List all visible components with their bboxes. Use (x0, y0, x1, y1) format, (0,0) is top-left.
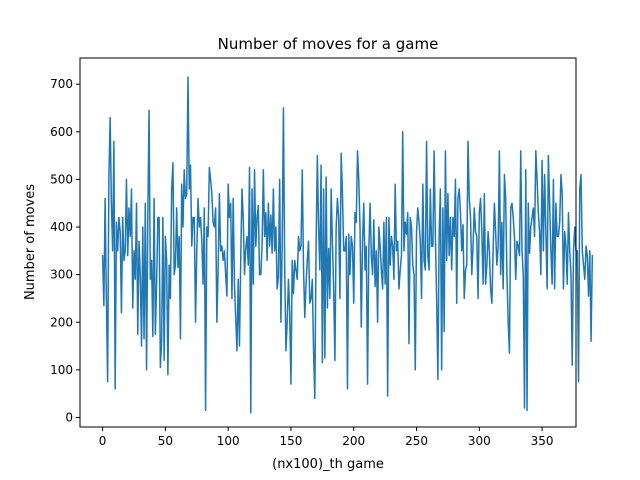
y-tick-label: 400 (50, 220, 73, 234)
y-tick-label: 200 (50, 315, 73, 329)
x-tick-label: 300 (468, 434, 491, 448)
x-tick-label: 200 (342, 434, 365, 448)
y-tick-label: 700 (50, 77, 73, 91)
y-axis-ticks: 0 100 200 300 400 500 600 700 (50, 77, 80, 424)
y-axis-label: Number of moves (23, 184, 38, 300)
x-tick-label: 100 (217, 434, 240, 448)
y-tick-label: 500 (50, 172, 73, 186)
x-tick-label: 50 (158, 434, 173, 448)
plot-content (101, 76, 594, 414)
y-tick-label: 0 (65, 410, 73, 424)
chart-title: Number of moves for a game (218, 35, 439, 53)
plot-frame (79, 57, 577, 428)
x-tick-label: 0 (99, 434, 107, 448)
y-tick-label: 300 (50, 268, 73, 282)
x-axis-ticks: 0 50 100 150 200 250 300 350 (99, 427, 554, 448)
y-tick-label: 600 (50, 125, 73, 139)
x-axis-label: (nx100)_th game (272, 457, 384, 472)
x-tick-label: 350 (531, 434, 554, 448)
series-line-0 (101, 76, 594, 414)
y-tick-label: 100 (50, 363, 73, 377)
x-tick-label: 150 (280, 434, 303, 448)
x-tick-label: 250 (405, 434, 428, 448)
